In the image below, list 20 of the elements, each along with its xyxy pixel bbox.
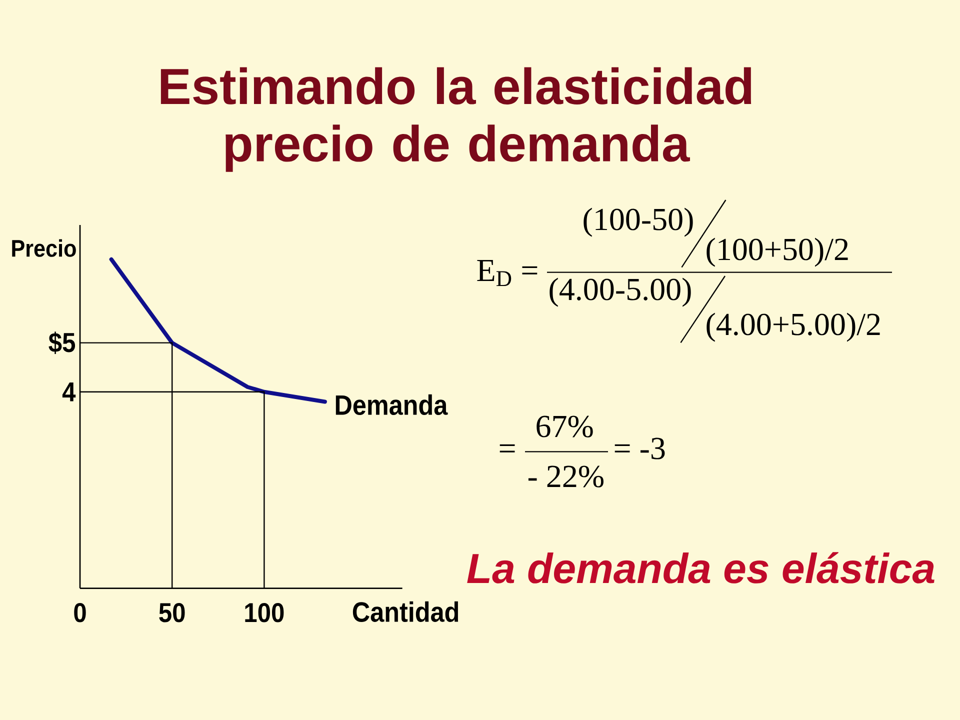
chart-title: Estimando la elasticidad precio de demanda xyxy=(160,67,752,172)
series-label: Demanda xyxy=(336,394,448,415)
text: (100-50) xyxy=(584,208,693,237)
x-tick-label: 0 xyxy=(74,602,86,622)
text: - 22% xyxy=(528,466,604,488)
x-tick-label: 100 xyxy=(245,602,284,622)
text: (4.00-5.00) xyxy=(550,278,691,307)
text: 67% xyxy=(536,416,593,438)
y-tick-label: 4 xyxy=(62,382,76,402)
y-tick-label: $5 xyxy=(48,332,76,354)
text: = -3 xyxy=(614,438,665,460)
y-axis-title: Precio xyxy=(12,239,76,257)
text: La demanda es elástica xyxy=(467,552,934,584)
text: (100+50)/2 xyxy=(706,238,848,267)
x-tick-label: 50 xyxy=(159,602,185,622)
line-series xyxy=(109,257,327,404)
x-axis-title: Cantidad xyxy=(352,601,458,622)
text: E$_{D}$ = xyxy=(477,260,538,286)
text: = xyxy=(500,444,515,452)
text: (4.00+5.00)/2 xyxy=(706,312,880,342)
